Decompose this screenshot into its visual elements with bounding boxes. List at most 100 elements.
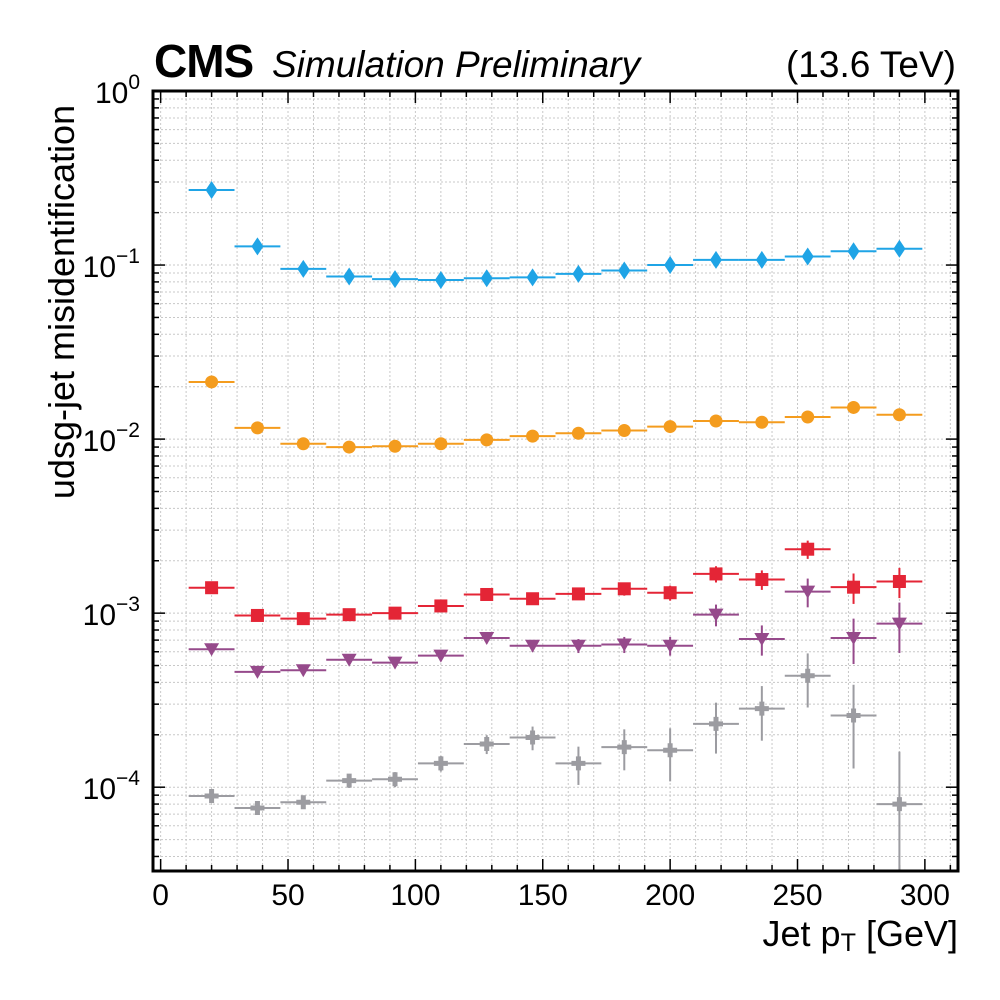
x-tick-label: 50: [271, 879, 304, 912]
y-tick-label: 100: [95, 71, 140, 110]
data-point: [251, 237, 264, 256]
x-tick-label: 200: [645, 879, 695, 912]
data-point: [297, 259, 310, 278]
plot-frame: [151, 89, 960, 873]
data-point: [618, 261, 631, 280]
tick-labels: 0 50 100 150 200 250 300 10−4 10−3 10−2 10−1 100: [83, 71, 950, 912]
y-tick-label: 10−2: [83, 419, 140, 458]
data-point: [892, 797, 907, 812]
data-point: [434, 437, 448, 451]
data-point: [662, 639, 678, 653]
data-point: [342, 608, 356, 622]
data-point: [663, 743, 678, 758]
data-point: [891, 617, 907, 631]
data-point: [526, 268, 539, 287]
x-tick-label: 150: [518, 879, 568, 912]
data-point: [709, 414, 723, 428]
data-point: [205, 180, 218, 199]
x-axis-label: Jet pT [GeV]: [762, 913, 958, 958]
data-point: [250, 421, 264, 435]
series-square: [188, 540, 923, 626]
data-point: [709, 250, 722, 269]
data-point: [250, 800, 265, 815]
data-point: [525, 730, 540, 745]
data-point: [617, 740, 632, 755]
data-point: [433, 756, 448, 771]
axis-ticks: [153, 90, 958, 871]
data-point: [342, 440, 356, 454]
data-point: [341, 653, 357, 667]
data-point: [480, 587, 494, 601]
y-tick-label: 10−4: [83, 767, 141, 806]
data-point: [708, 716, 723, 731]
series-diamond: [188, 180, 923, 290]
data-point: [847, 400, 861, 414]
data-point: [204, 789, 219, 804]
data-point: [433, 649, 449, 663]
data-point: [434, 599, 448, 613]
data-point: [755, 573, 769, 587]
data-point: [250, 608, 264, 622]
data-point: [892, 408, 906, 422]
data-point: [388, 439, 402, 453]
data-point: [663, 420, 677, 434]
data-point: [480, 433, 494, 447]
experiment-label: CMS: [154, 35, 254, 87]
data-point: [387, 656, 403, 670]
data-point: [709, 567, 723, 581]
data-point: [296, 795, 311, 810]
data-point: [571, 426, 585, 440]
series-plus: [188, 653, 923, 871]
data-point: [295, 664, 311, 678]
data-point: [664, 256, 677, 275]
energy-label: (13.6 TeV): [785, 44, 956, 85]
data-point: [846, 708, 861, 723]
data-point: [434, 271, 447, 290]
data-point: [342, 773, 357, 788]
data-point: [205, 581, 219, 595]
data-point: [800, 668, 815, 683]
data-point: [343, 267, 356, 286]
data-series: [188, 180, 923, 871]
data-point: [572, 264, 585, 283]
data-point: [526, 429, 540, 443]
y-tick-label: 10−1: [83, 245, 140, 284]
data-point: [204, 643, 220, 657]
data-point: [571, 587, 585, 601]
data-point: [754, 633, 770, 647]
data-point: [616, 638, 632, 652]
data-point: [205, 375, 219, 389]
data-point: [525, 639, 541, 653]
data-point: [480, 269, 493, 288]
data-point: [388, 606, 402, 620]
x-tick-label: 250: [772, 879, 822, 912]
data-point: [526, 592, 540, 606]
data-point: [249, 665, 265, 679]
simulation-label: Simulation Preliminary: [272, 44, 641, 85]
data-point: [755, 250, 768, 269]
data-point: [708, 608, 724, 622]
data-point: [570, 639, 586, 653]
data-point: [389, 270, 402, 289]
data-point: [847, 242, 860, 261]
data-point: [479, 737, 494, 752]
x-tick-label: 100: [390, 879, 440, 912]
data-point: [754, 701, 769, 716]
y-axis-label: udsg-jet misidentification: [41, 104, 82, 500]
x-tick-label: 300: [900, 879, 950, 912]
data-point: [892, 574, 906, 588]
data-point: [617, 424, 631, 438]
data-point: [801, 410, 815, 424]
data-point: [296, 612, 310, 626]
data-point: [846, 631, 862, 645]
data-point: [296, 437, 310, 451]
y-tick-label: 10−3: [83, 593, 140, 632]
data-point: [663, 586, 677, 600]
data-point: [755, 415, 769, 429]
data-point: [388, 772, 403, 787]
data-point: [571, 756, 586, 771]
series-circle: [188, 375, 923, 454]
data-point: [893, 239, 906, 258]
grid-lines: [153, 91, 958, 871]
